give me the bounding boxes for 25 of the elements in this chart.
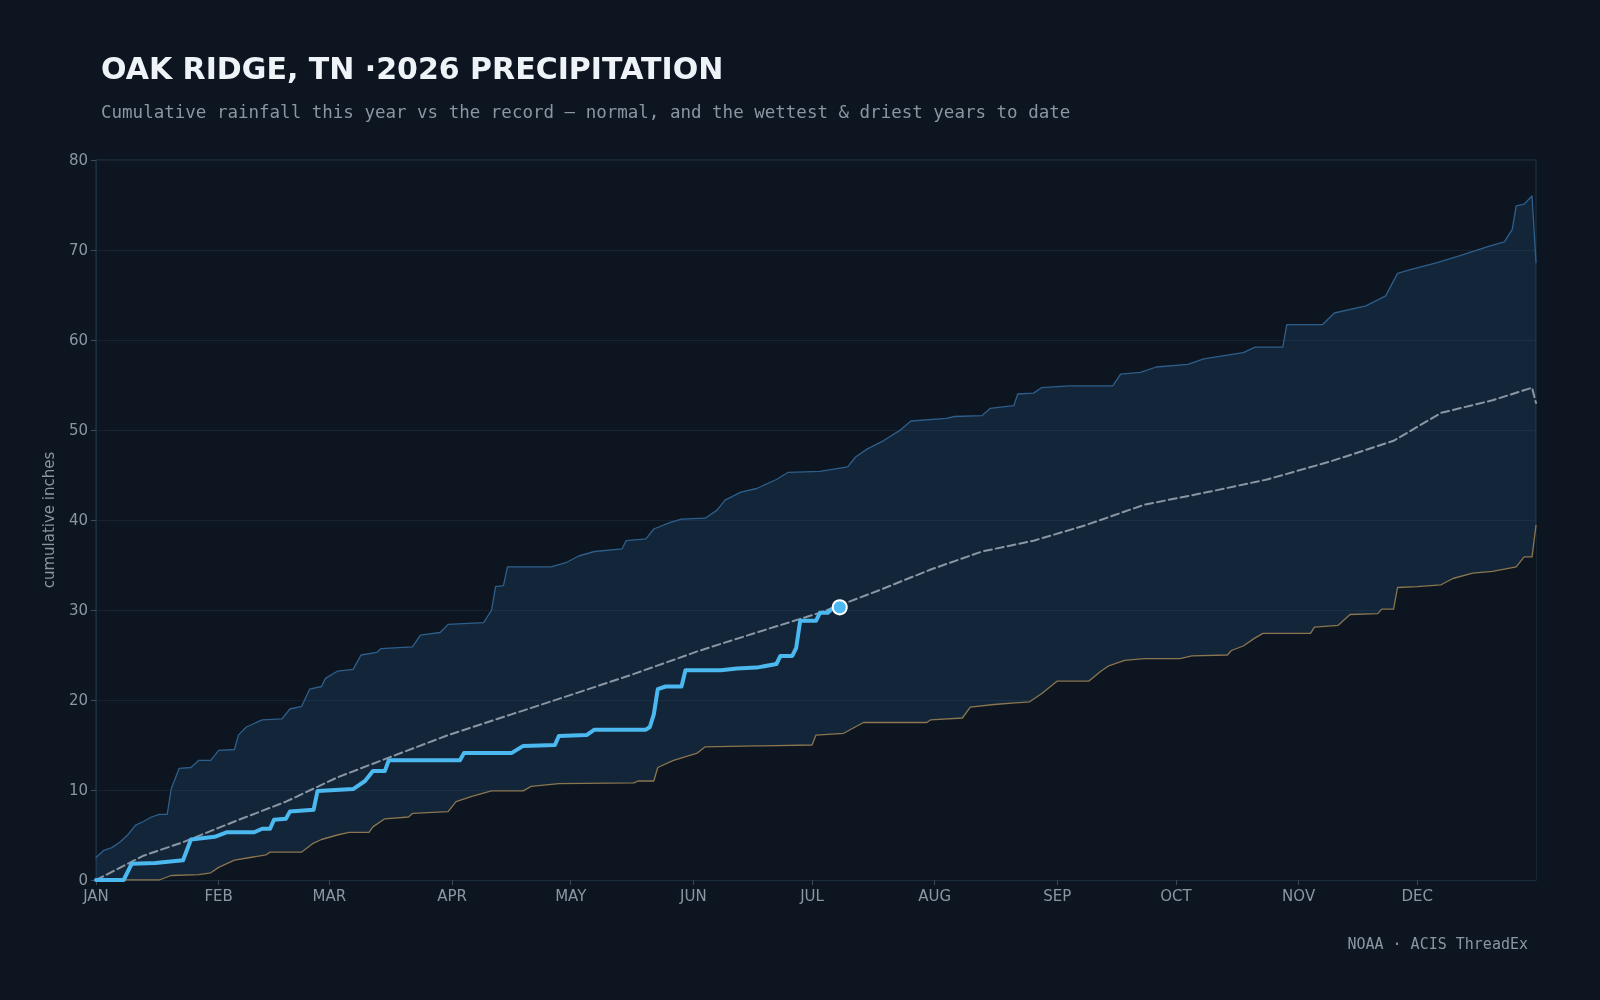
y-tick-label: 40 [68,511,88,529]
y-tick-label: 10 [68,781,88,799]
y-tick-label: 30 [68,601,88,619]
y-tick-label: 50 [68,421,88,439]
y-tick-label: 20 [68,691,88,709]
y-tick-label: 0 [78,871,88,889]
x-tick-label: APR [437,886,467,905]
text: NOAA · ACIS ThreadEx [1347,934,1529,953]
x-tick-label: DEC [1401,886,1434,905]
y-tick-label: 60 [68,331,88,349]
y-tick-label: 80 [68,151,88,169]
x-tick-label: SEP [1043,886,1072,905]
x-tick-label: JUN [679,886,707,905]
chart-title: OAK RIDGE, TN ·2026 PRECIPITATION [101,50,724,86]
x-tick-label: MAY [555,886,588,905]
x-tick-label: FEB [204,886,233,905]
chart-subtitle: Cumulative rainfall this year vs the record — normal, and the wettest & driest years to date [101,102,1071,122]
y-tick-label: 70 [68,241,88,259]
x-tick-label: AUG [918,886,952,905]
x-tick-label: NOV [1282,886,1316,905]
x-tick-label: MAR [312,886,347,905]
x-tick-label: JUL [799,886,825,905]
y-axis-title: cumulative inches [39,451,58,589]
x-tick-label: OCT [1160,886,1193,905]
x-tick-label: JAN [82,886,109,905]
